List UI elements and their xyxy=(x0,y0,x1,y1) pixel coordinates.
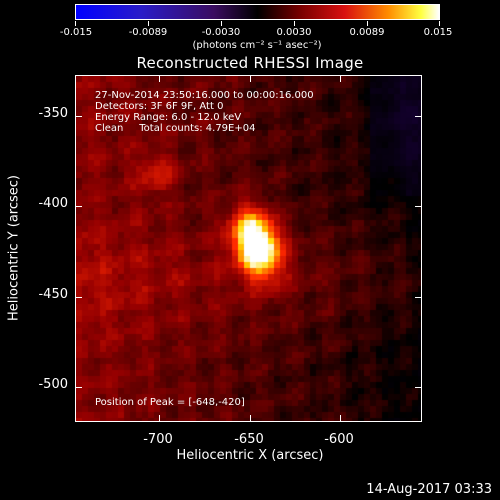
colorbar-tick-label: 0.0089 xyxy=(349,27,385,38)
image-title: Reconstructed RHESSI Image xyxy=(136,54,364,72)
y-tick-label: -400 xyxy=(38,196,68,211)
colorbar-tick-label: -0.0089 xyxy=(128,27,168,38)
colorbar-tick-label: -0.015 xyxy=(59,27,93,38)
y-tick-label: -450 xyxy=(38,287,68,302)
colorbar-tick-label: 0.0030 xyxy=(276,27,312,38)
info-energy-range: Energy Range: 6.0 - 12.0 keV xyxy=(95,112,242,123)
y-tick-label: -500 xyxy=(38,377,68,392)
info-clean-counts: Clean Total counts: 4.79E+04 xyxy=(95,123,256,134)
info-detectors: Detectors: 3F 6F 9F, Att 0 xyxy=(95,101,224,112)
x-tick-label: -600 xyxy=(324,432,354,447)
info-time-range: 27-Nov-2014 23:50:16.000 to 00:00:16.000 xyxy=(95,90,314,101)
x-tick-label: -700 xyxy=(143,432,173,447)
y-axis-label: Heliocentric Y (arcsec) xyxy=(6,175,22,321)
colorbar xyxy=(75,4,440,20)
xray-image xyxy=(76,76,421,421)
x-axis-label: Heliocentric X (arcsec) xyxy=(176,448,324,463)
colorbar-units: (photons cm⁻² s⁻¹ asec⁻²) xyxy=(192,40,322,51)
peak-position-label: Position of Peak = [-648,-420] xyxy=(95,397,245,408)
colorbar-tick-label: 0.015 xyxy=(423,27,453,38)
x-tick-label: -650 xyxy=(234,432,264,447)
colorbar-tick-label: -0.0030 xyxy=(201,27,241,38)
y-tick-label: -350 xyxy=(38,106,68,121)
date-stamp: 14-Aug-2017 03:33 xyxy=(366,482,492,497)
image-plot: 27-Nov-2014 23:50:16.000 to 00:00:16.000… xyxy=(75,75,422,422)
